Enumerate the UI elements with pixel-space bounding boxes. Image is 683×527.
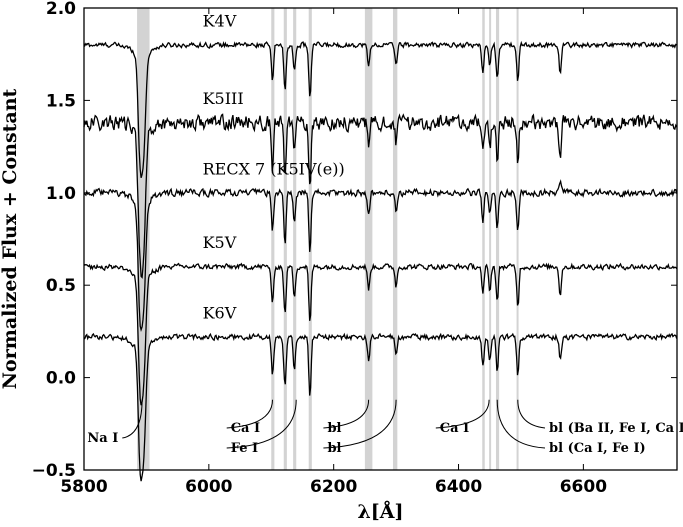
spectrum-line xyxy=(83,179,678,332)
x-tick-label: 5800 xyxy=(60,477,107,497)
y-tick-label: 1.5 xyxy=(46,91,76,111)
x-tick-label: 6200 xyxy=(310,477,357,497)
annotation-leader xyxy=(122,399,143,439)
annotation-leader xyxy=(517,399,546,429)
y-axis-label: Normalized Flux + Constant xyxy=(0,88,21,389)
series-label: RECX 7 (K5IV(e)) xyxy=(203,159,345,178)
annotation-label: Ca I xyxy=(231,421,260,436)
x-tick-label: 6600 xyxy=(560,477,607,497)
annotation-leader xyxy=(323,399,397,449)
x-tick-label: 6400 xyxy=(435,477,482,497)
series-label: K5III xyxy=(203,89,244,108)
x-axis-label: λ[Å] xyxy=(357,500,403,523)
annotation-label: Ca I xyxy=(440,421,469,436)
annotation-label: bl xyxy=(327,421,341,436)
annotation-label: Fe I xyxy=(231,441,258,456)
annotation-leader xyxy=(226,399,273,429)
spectrum-line xyxy=(83,332,678,482)
spectrum-line xyxy=(83,40,678,178)
line-annotations: Na I Ca I Fe I bl bl Ca I bl (Ba II, Fe I, Ca … xyxy=(87,399,683,456)
y-tick-label: −0.5 xyxy=(32,461,76,481)
shaded-band xyxy=(392,8,398,470)
annotation-label: bl xyxy=(327,441,341,456)
spectra-series: K4V K5III RECX 7 (K5IV(e)) K5V K6V xyxy=(83,11,678,482)
series-label: K4V xyxy=(203,11,237,30)
annotation-leader xyxy=(496,399,546,449)
shaded-band xyxy=(482,8,485,470)
shaded-band xyxy=(293,8,297,470)
shaded-band xyxy=(364,8,373,470)
y-tick-label: 2.0 xyxy=(46,0,76,19)
annotation-label: bl (Ca I, Fe I) xyxy=(549,441,646,456)
annotation-label: Na I xyxy=(87,431,118,446)
y-tick-label: 0.0 xyxy=(46,369,76,389)
plot-frame xyxy=(83,7,678,471)
shaded-band xyxy=(271,8,275,470)
spectrum-line xyxy=(83,113,678,279)
shaded-bands xyxy=(137,8,519,470)
y-tick-label: 1.0 xyxy=(46,184,76,204)
annotation-leader xyxy=(226,399,297,449)
shaded-band xyxy=(495,8,500,470)
annotation-leader xyxy=(323,399,370,429)
annotation-label: bl (Ba II, Fe I, Ca I) xyxy=(549,421,683,436)
spectrum-line xyxy=(83,262,678,406)
annotation-leader xyxy=(435,399,490,429)
series-label: K5V xyxy=(203,233,237,252)
y-tick-label: 0.5 xyxy=(46,276,76,296)
shaded-band xyxy=(516,8,519,470)
shaded-band xyxy=(489,8,492,470)
series-label: K6V xyxy=(203,303,237,322)
axis-ticks: 5800 6000 6200 6400 6600 −0.5 0.0 0.5 1.0 1.5 2.0 xyxy=(32,0,677,497)
x-tick-label: 6000 xyxy=(185,477,232,497)
shaded-band xyxy=(137,8,150,470)
